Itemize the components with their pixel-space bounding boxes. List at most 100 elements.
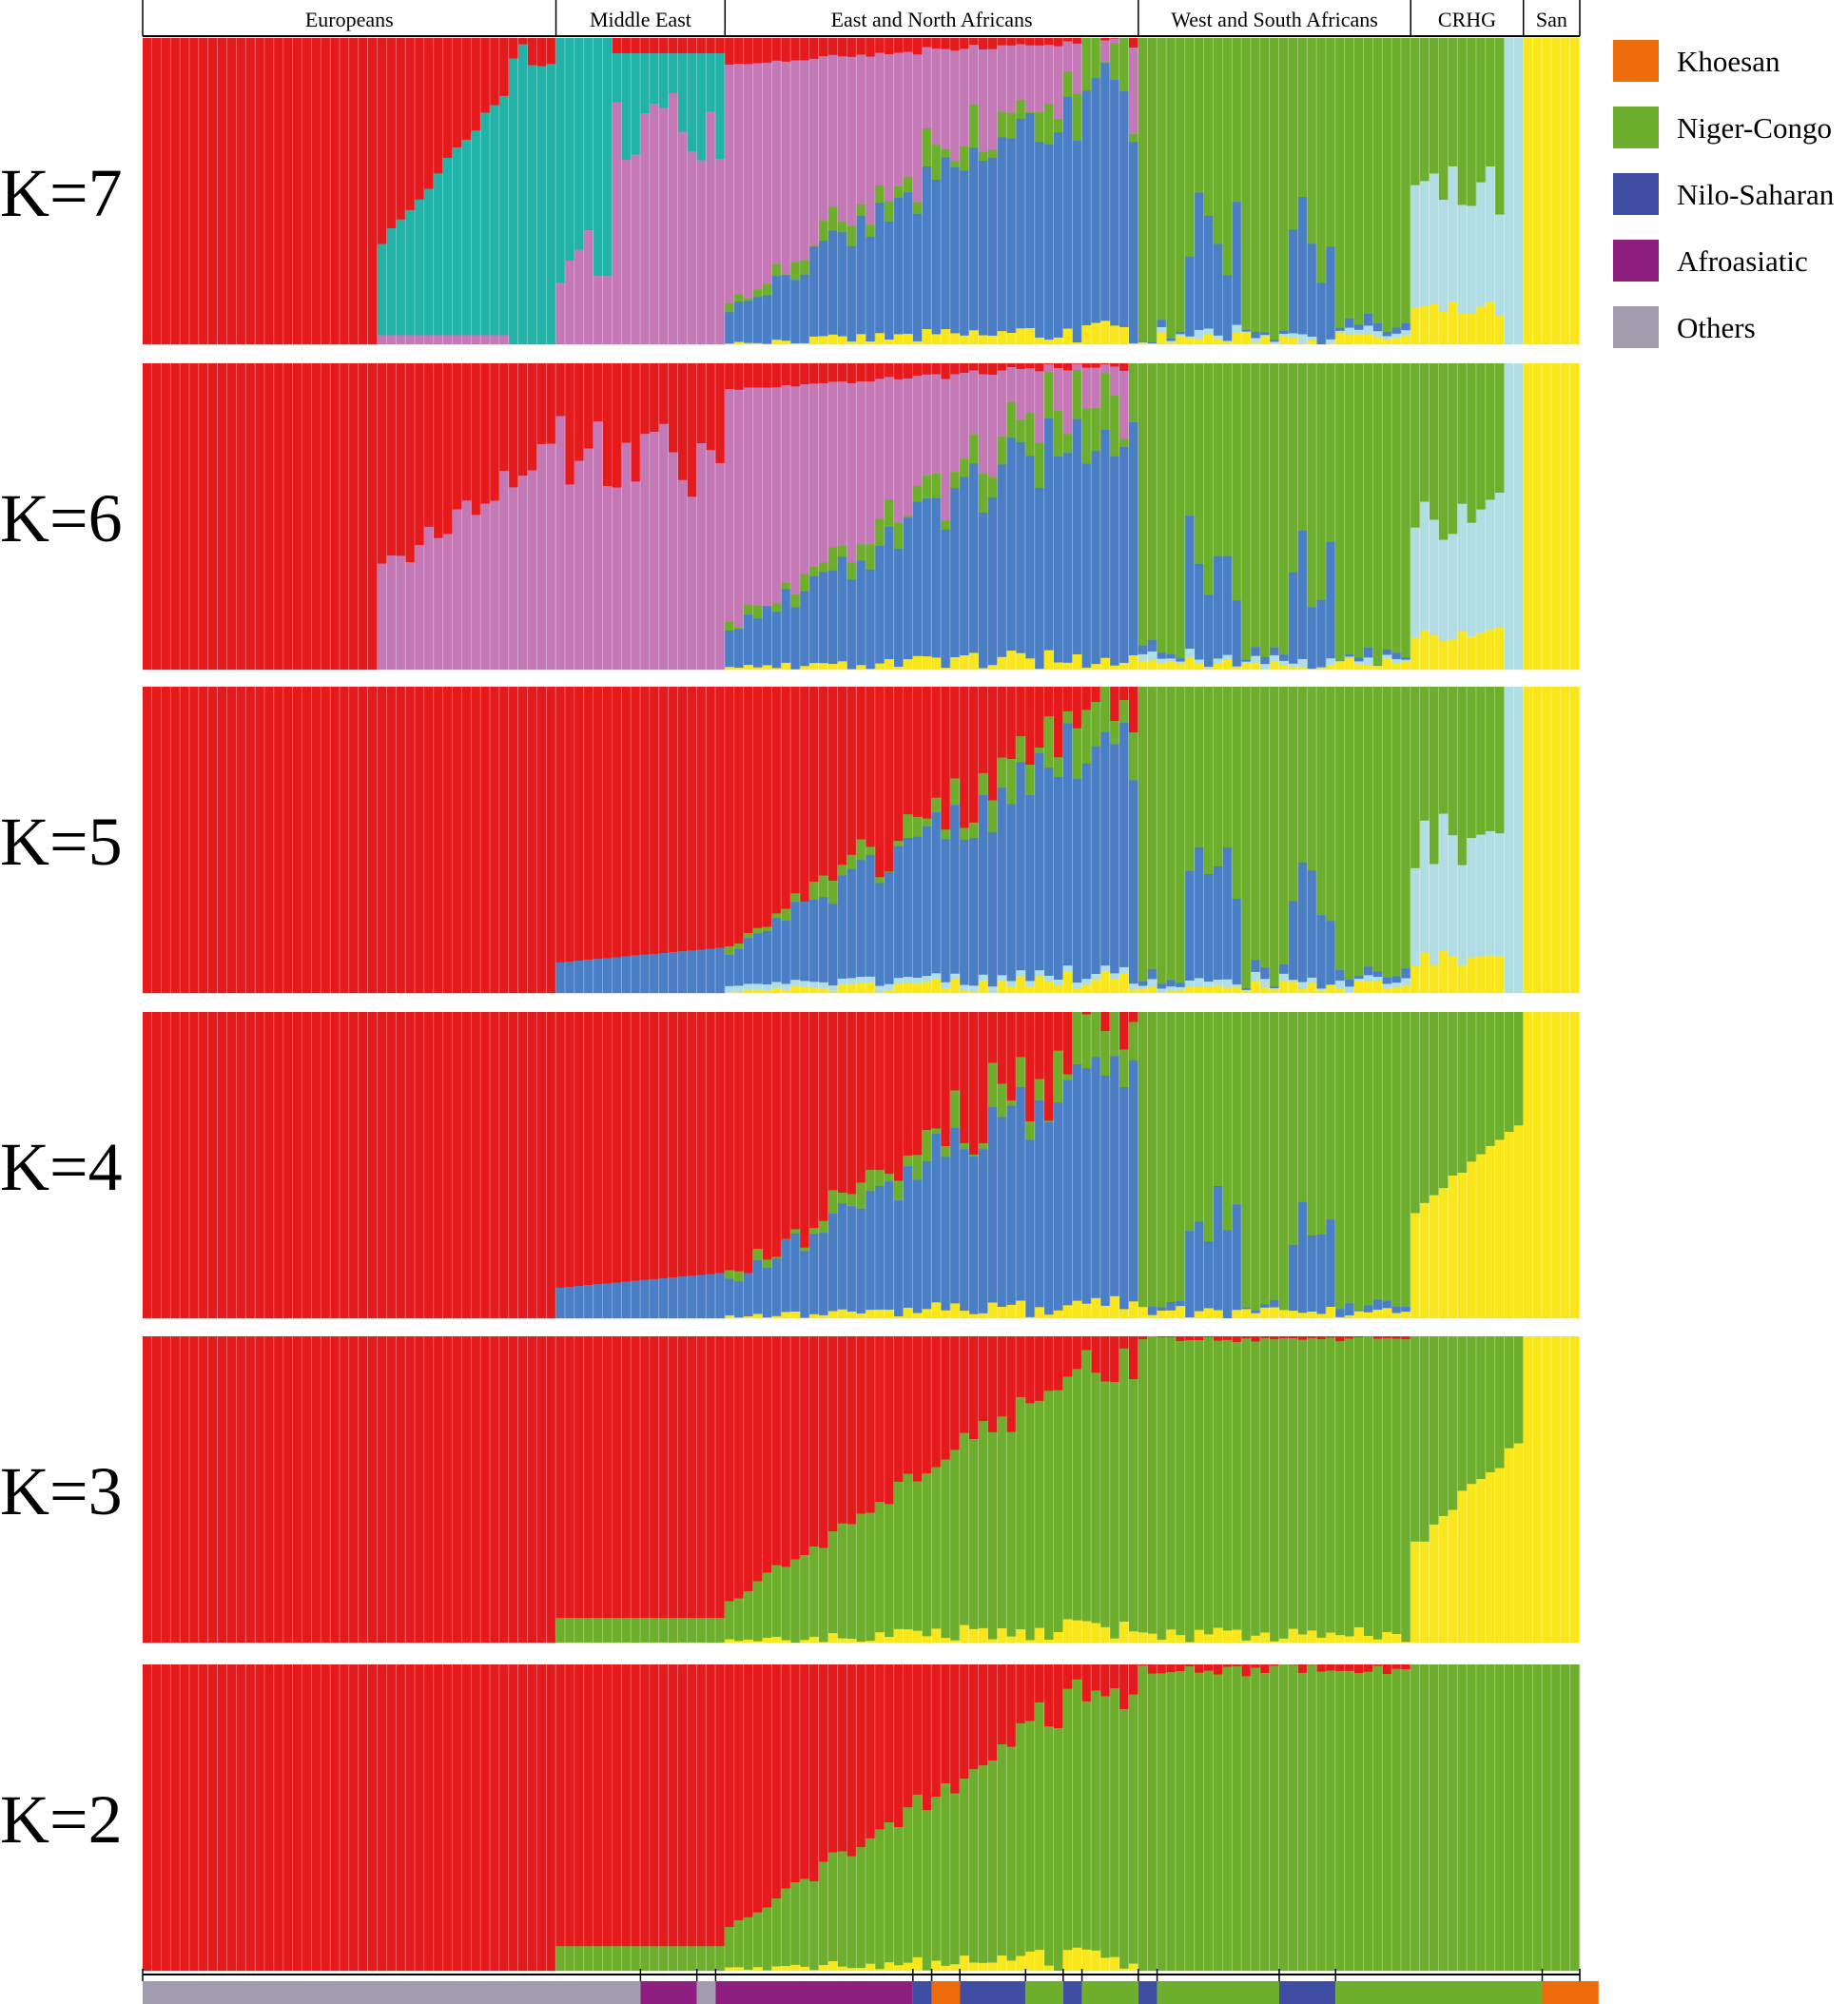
- ancestry-segment: [696, 1012, 707, 1275]
- ancestry-segment: [1570, 363, 1581, 671]
- ancestry-segment: [434, 335, 444, 345]
- ancestry-segment: [1157, 988, 1167, 993]
- ancestry-segment: [1016, 1628, 1026, 1644]
- ancestry-segment: [452, 363, 462, 510]
- bar-separator: [799, 1336, 801, 1643]
- ancestry-segment: [1072, 988, 1082, 994]
- ancestry-segment: [226, 1336, 237, 1644]
- ancestry-segment: [434, 1664, 444, 1972]
- ancestry-segment: [744, 363, 754, 388]
- ancestry-segment: [969, 370, 980, 435]
- ancestry-segment: [827, 1214, 839, 1312]
- ancestry-segment: [1410, 1012, 1421, 1214]
- ancestry-segment: [931, 363, 942, 375]
- ancestry-segment: [1326, 1336, 1336, 1338]
- ancestry-segment: [827, 570, 839, 665]
- bar-separator: [358, 1336, 360, 1643]
- ancestry-segment: [1372, 337, 1383, 345]
- ancestry-segment: [809, 900, 820, 983]
- ancestry-segment: [978, 1627, 989, 1644]
- ancestry-segment: [1241, 989, 1252, 992]
- legend-item: Niger-Congo: [1613, 107, 1832, 148]
- ancestry-segment: [978, 363, 989, 375]
- ancestry-segment: [452, 1336, 462, 1644]
- ancestry-segment: [1363, 325, 1373, 335]
- bar-separator: [273, 687, 275, 993]
- bar-separator: [536, 363, 537, 670]
- ancestry-segment: [377, 243, 387, 336]
- bar-separator: [978, 38, 979, 344]
- bar-separator: [1240, 38, 1242, 344]
- ancestry-segment: [1420, 630, 1430, 671]
- bar-separator: [620, 687, 622, 993]
- ancestry-segment: [405, 1336, 416, 1644]
- ancestry-segment: [978, 1313, 989, 1319]
- ancestry-segment: [1476, 632, 1487, 671]
- ancestry-segment: [809, 575, 820, 664]
- bar-separator: [1429, 1336, 1430, 1643]
- ancestry-segment: [340, 687, 350, 994]
- bar-separator: [151, 1664, 152, 1971]
- ancestry-segment: [885, 377, 895, 500]
- ancestry-segment: [1157, 1012, 1167, 1308]
- ancestry-segment: [1297, 1336, 1308, 1340]
- bar-separator: [1240, 1664, 1242, 1971]
- bar-separator: [649, 1664, 651, 1971]
- ancestry-segment: [518, 1336, 529, 1644]
- ancestry-segment: [1345, 1315, 1355, 1319]
- ancestry-segment: [1486, 687, 1496, 832]
- ancestry-segment: [912, 1012, 923, 1156]
- ancestry-segment: [922, 1130, 932, 1162]
- ancestry-segment: [659, 38, 670, 54]
- ancestry-segment: [405, 1012, 416, 1319]
- ancestry-segment: [1542, 1336, 1552, 1644]
- ancestry-segment: [856, 860, 866, 978]
- bar-separator: [1194, 687, 1196, 993]
- bar-separator: [1231, 1664, 1233, 1971]
- bar-separator: [714, 1336, 716, 1643]
- ancestry-segment: [725, 687, 735, 947]
- ancestry-segment: [236, 1336, 246, 1644]
- ancestry-segment: [950, 333, 961, 345]
- ancestry-segment: [734, 985, 745, 992]
- ancestry-segment: [283, 687, 294, 994]
- ancestry-segment: [1185, 363, 1196, 516]
- bar-separator: [433, 38, 435, 344]
- ancestry-segment: [875, 1170, 885, 1186]
- ancestry-segment: [1203, 1664, 1215, 1671]
- ancestry-segment: [734, 1336, 745, 1599]
- bar-separator: [639, 1336, 641, 1643]
- ancestry-segment: [978, 794, 989, 975]
- ancestry-segment: [1260, 687, 1271, 968]
- ancestry-segment: [1297, 667, 1308, 671]
- ancestry-segment: [885, 687, 895, 872]
- ancestry-segment: [1081, 1336, 1092, 1351]
- ancestry-segment: [471, 1336, 481, 1644]
- ancestry-segment: [790, 1882, 801, 1966]
- bar-separator: [1400, 1336, 1402, 1643]
- ancestry-segment: [827, 1311, 839, 1319]
- ancestry-segment: [1062, 1305, 1073, 1319]
- ancestry-segment: [1251, 655, 1261, 664]
- ancestry-segment: [396, 335, 406, 345]
- ancestry-segment: [960, 49, 970, 146]
- ancestry-segment: [734, 294, 745, 302]
- ancestry-segment: [499, 687, 510, 994]
- bar-separator: [1504, 1012, 1505, 1318]
- ancestry-segment: [1232, 324, 1242, 333]
- ancestry-segment: [734, 389, 745, 629]
- ancestry-segment: [1278, 973, 1290, 982]
- ancestry-segment: [696, 53, 707, 161]
- ancestry-segment: [161, 363, 171, 671]
- bar-separator: [1203, 1012, 1204, 1318]
- ancestry-segment: [189, 687, 200, 994]
- ancestry-segment: [574, 1618, 585, 1644]
- ancestry-segment: [856, 560, 866, 666]
- ancestry-segment: [536, 1336, 547, 1644]
- bar-separator: [1015, 38, 1017, 344]
- bar-separator: [583, 687, 585, 993]
- ancestry-segment: [1100, 1305, 1111, 1319]
- ancestry-segment: [1429, 964, 1440, 994]
- ancestry-segment: [912, 202, 923, 214]
- ancestry-segment: [960, 1664, 970, 1780]
